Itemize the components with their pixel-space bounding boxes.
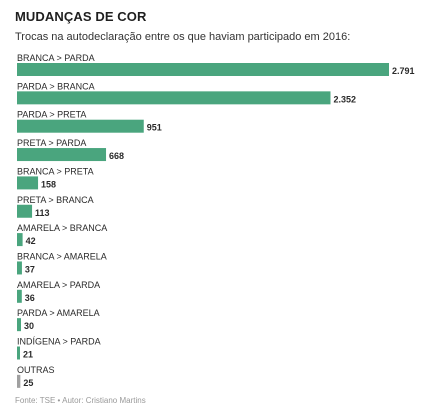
bar [17, 63, 389, 76]
category-label: BRANCA > PARDA [17, 53, 95, 63]
category-label: PARDA > BRANCA [17, 81, 95, 91]
value-label: 37 [25, 264, 35, 274]
category-label: AMARELA > PARDA [17, 280, 100, 290]
bar [17, 148, 107, 162]
category-label: OUTRAS [17, 365, 55, 375]
bar [17, 346, 20, 360]
bar-chart: BRANCA > PARDA 2.791 PARDA > BRANCA 2.352 PA… [17, 53, 415, 388]
category-label: PRETA > BRANCA [17, 195, 94, 205]
category-label: PARDA > AMARELA [17, 308, 100, 318]
value-label: 21 [23, 350, 33, 360]
value-label: 2.791 [392, 66, 415, 76]
bar [17, 289, 22, 303]
value-label: 951 [147, 123, 162, 133]
category-label: BRANCA > AMARELA [17, 251, 107, 261]
chart-subtitle: Trocas na autodeclaração entre os que ha… [15, 31, 351, 43]
value-label: 36 [25, 293, 35, 303]
bar [17, 318, 21, 332]
bar [17, 119, 144, 133]
category-label: BRANCA > PRETA [17, 166, 94, 176]
value-label: 668 [109, 151, 124, 161]
category-label: PRETA > PARDA [17, 138, 86, 148]
value-label: 113 [35, 208, 50, 218]
chart-title: MUDANÇAS DE COR [15, 9, 147, 24]
bar [17, 374, 21, 388]
bar [17, 176, 39, 190]
category-label: AMARELA > BRANCA [17, 223, 107, 233]
category-label: INDÍGENA > PARDA [17, 337, 101, 347]
source-note: Fonte: TSE • Autor: Cristiano Martins [15, 396, 146, 405]
value-label: 25 [23, 378, 33, 388]
value-label: 158 [41, 179, 56, 189]
value-label: 2.352 [333, 94, 356, 104]
bar [17, 233, 23, 247]
category-label: PARDA > PRETA [17, 110, 86, 120]
bar [17, 204, 33, 218]
value-label: 42 [26, 236, 36, 246]
bar [17, 261, 22, 275]
bar [17, 91, 331, 105]
value-label: 30 [24, 321, 34, 331]
